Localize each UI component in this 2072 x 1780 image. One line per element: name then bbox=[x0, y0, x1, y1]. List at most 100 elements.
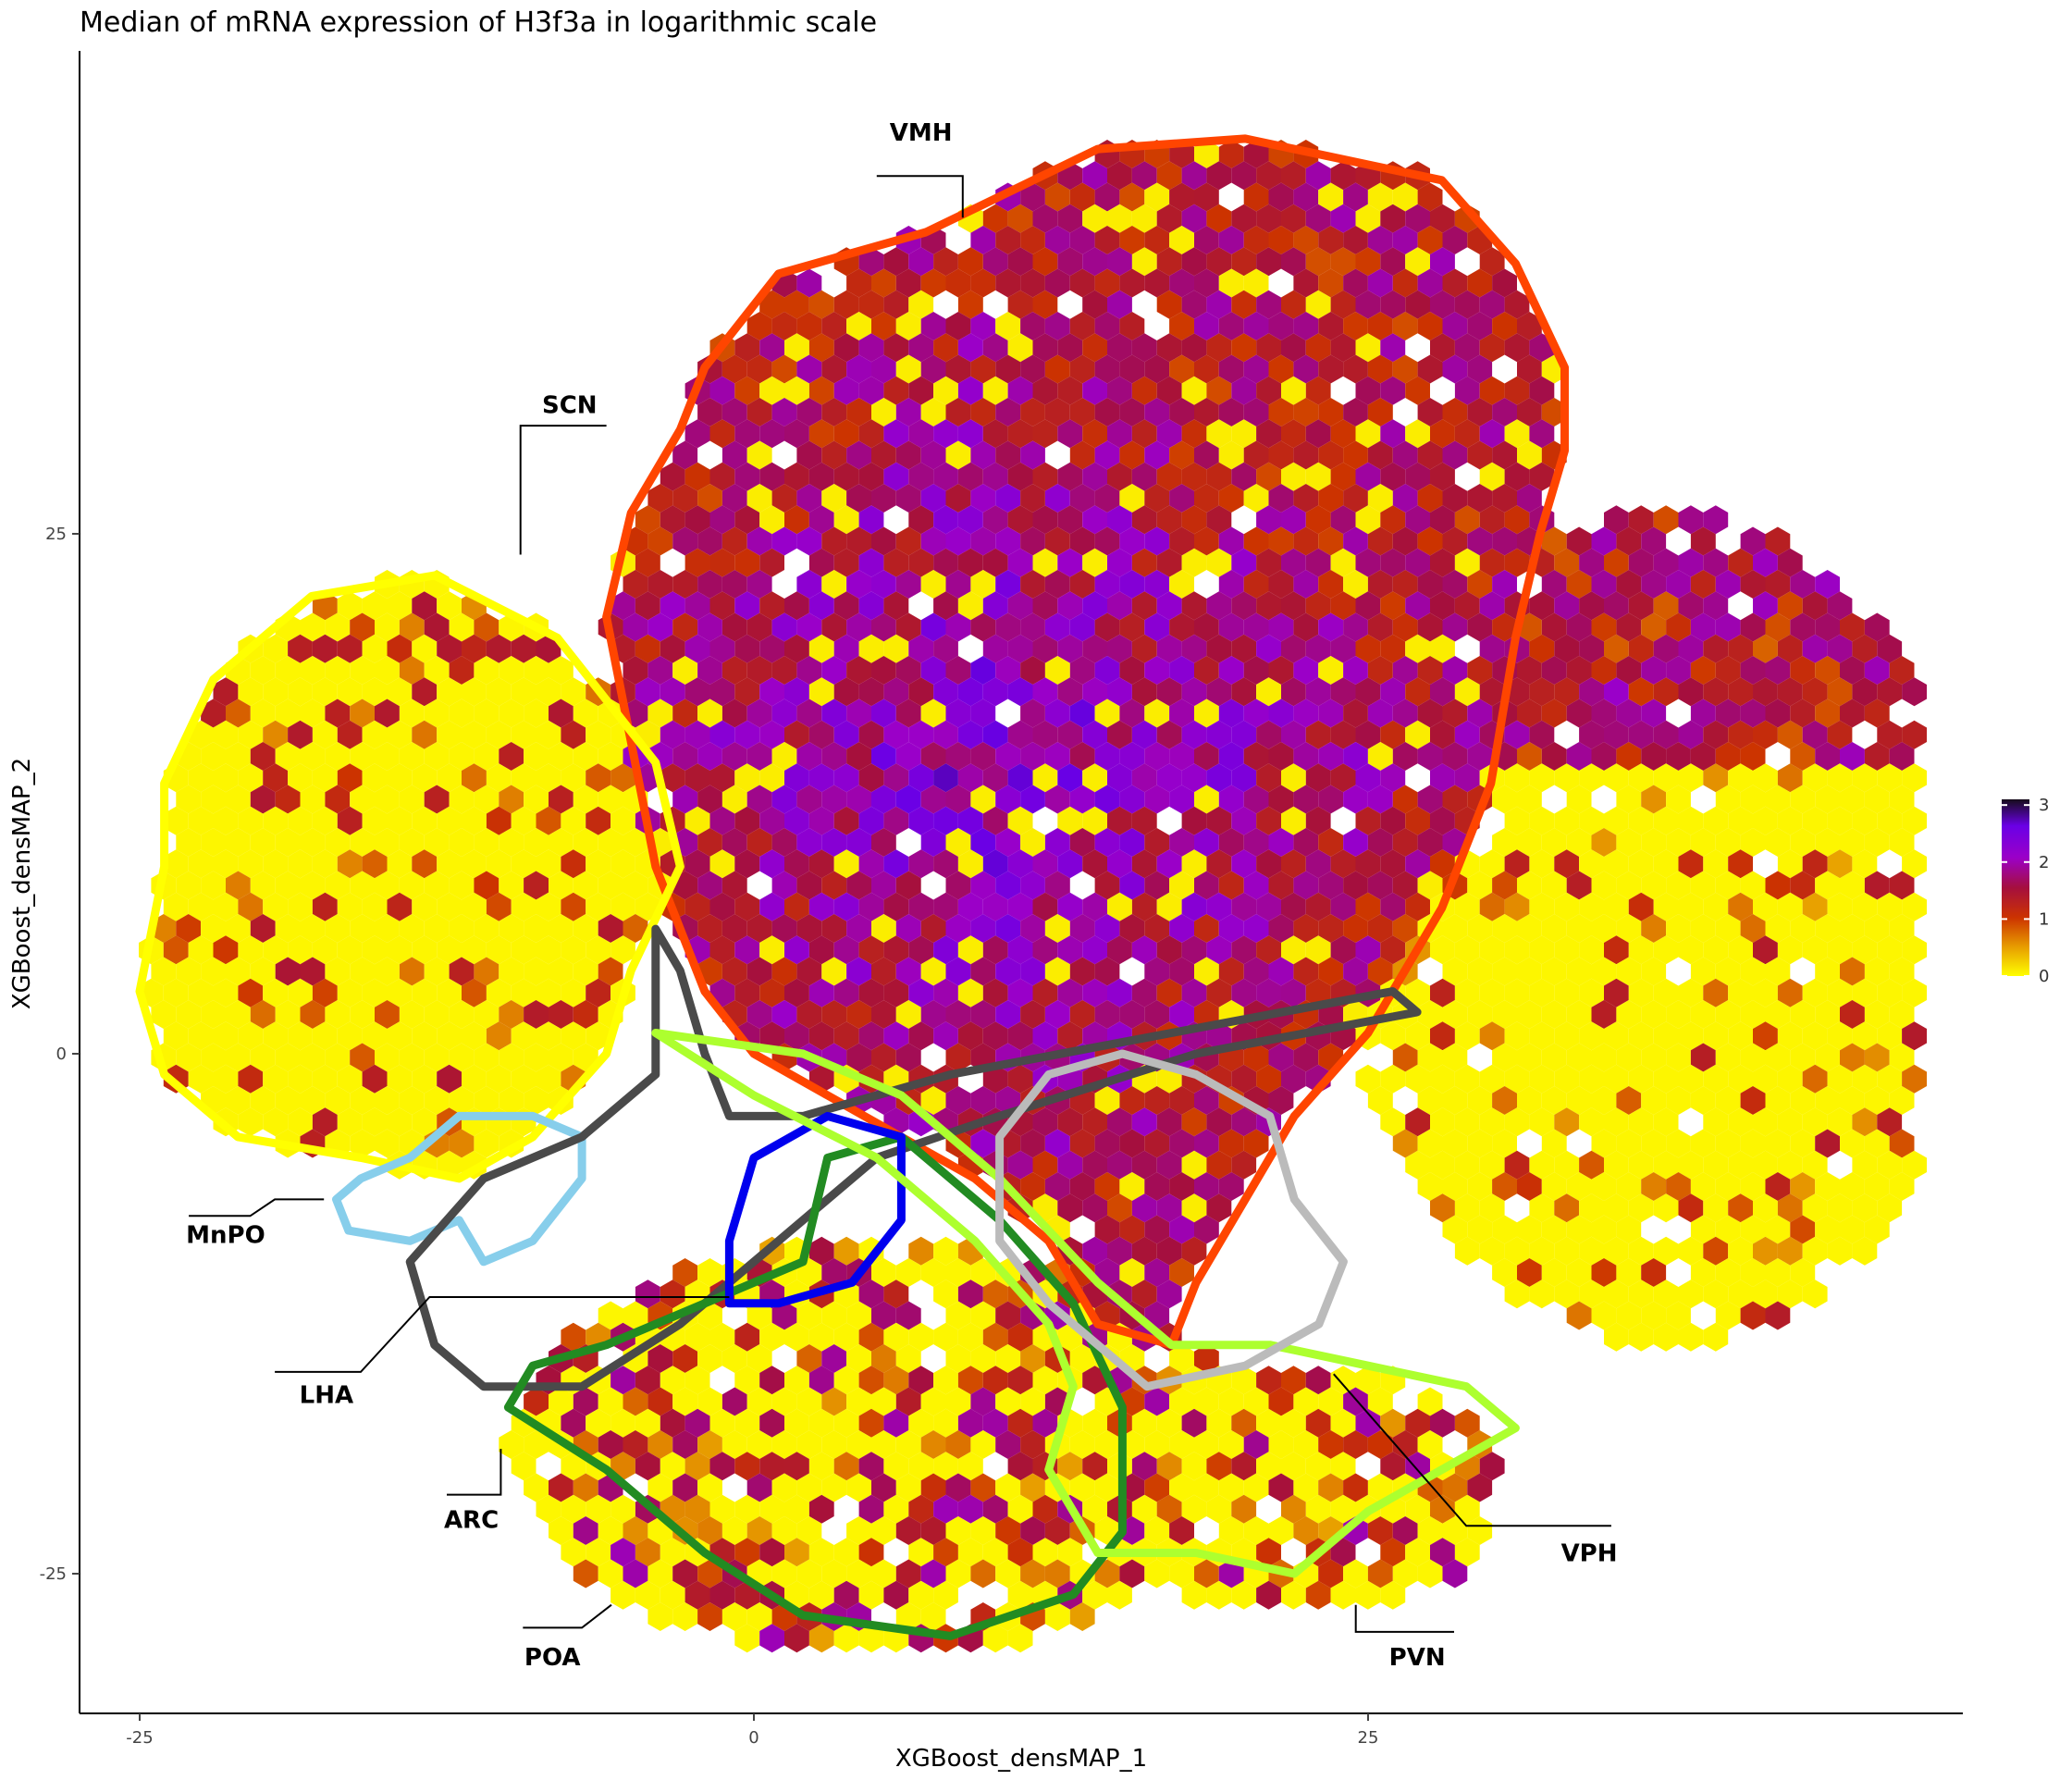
hex-cell bbox=[933, 1366, 958, 1395]
hex-cell bbox=[1777, 806, 1803, 835]
hex-cell bbox=[1715, 1301, 1741, 1330]
hex-cell bbox=[1218, 1559, 1244, 1588]
hex-cell bbox=[995, 312, 1021, 340]
hex-cell bbox=[883, 849, 909, 879]
hex-cell bbox=[201, 871, 226, 900]
hex-cell bbox=[1181, 548, 1207, 577]
hex-cell bbox=[449, 612, 475, 642]
hex-cell bbox=[1156, 720, 1182, 749]
hex-cell bbox=[746, 785, 772, 814]
hex-cell bbox=[598, 1387, 623, 1416]
hex-cell bbox=[883, 462, 909, 491]
hex-cell bbox=[263, 720, 289, 749]
hex-cell bbox=[908, 634, 934, 663]
hex-cell bbox=[734, 419, 760, 449]
hex-cell bbox=[623, 914, 648, 943]
hex-cell bbox=[808, 892, 834, 921]
hex-cell bbox=[1392, 1559, 1418, 1588]
hex-cell bbox=[1467, 268, 1493, 298]
hex-cell bbox=[1840, 828, 1865, 857]
hex-cell bbox=[499, 828, 524, 857]
hex-cell bbox=[1169, 871, 1194, 900]
hex-cell bbox=[1864, 871, 1890, 900]
hex-cell bbox=[1405, 849, 1430, 879]
hex-cell bbox=[1169, 268, 1194, 298]
hex-cell bbox=[623, 828, 648, 857]
hex-cell bbox=[1293, 354, 1319, 384]
hex-cell bbox=[759, 462, 784, 491]
hex-cell bbox=[449, 742, 475, 771]
hex-cell bbox=[1417, 656, 1443, 685]
hex-cell bbox=[697, 1258, 722, 1287]
hex-cell bbox=[1628, 1150, 1654, 1180]
hex-cell bbox=[1268, 570, 1294, 599]
hex-cell bbox=[561, 806, 586, 835]
hex-cell bbox=[995, 742, 1021, 771]
hex-cell bbox=[1690, 828, 1716, 857]
hex-cell bbox=[933, 1322, 958, 1352]
hex-cell bbox=[995, 1430, 1021, 1459]
hex-cell bbox=[1069, 526, 1095, 556]
hex-cell bbox=[586, 1021, 611, 1051]
hex-cell bbox=[1604, 978, 1629, 1007]
hex-cell bbox=[288, 1107, 313, 1137]
hex-cell bbox=[598, 957, 623, 986]
hex-cell bbox=[1715, 612, 1741, 642]
hex-cell bbox=[1181, 333, 1207, 363]
hex-cell bbox=[176, 828, 202, 857]
hex-cell bbox=[1442, 1043, 1468, 1072]
hex-cell bbox=[1566, 957, 1592, 986]
hex-cell bbox=[1541, 1215, 1567, 1244]
hex-cell bbox=[734, 978, 760, 1007]
hex-cell bbox=[1442, 268, 1468, 298]
hex-cell bbox=[1802, 1236, 1828, 1266]
hex-cell bbox=[1218, 226, 1244, 254]
hex-cell bbox=[957, 1408, 983, 1438]
hex-cell bbox=[684, 720, 710, 749]
hex-cell bbox=[1827, 1107, 1853, 1137]
hex-cell bbox=[709, 591, 735, 621]
hex-cell bbox=[1231, 419, 1257, 449]
hex-cell bbox=[1094, 526, 1120, 556]
hex-cell bbox=[833, 1452, 859, 1481]
hex-cell bbox=[648, 1473, 673, 1502]
hex-cell bbox=[499, 1043, 524, 1072]
hex-cell bbox=[1815, 1000, 1840, 1029]
hex-cell bbox=[933, 892, 958, 921]
hex-cell bbox=[1007, 806, 1033, 835]
hex-cell bbox=[1218, 398, 1244, 426]
hex-cell bbox=[858, 1322, 884, 1352]
hex-cell bbox=[1864, 914, 1890, 943]
hex-cell bbox=[437, 1064, 462, 1094]
hex-cell bbox=[1616, 914, 1642, 943]
hex-cell bbox=[883, 290, 909, 319]
hex-cell bbox=[1131, 505, 1157, 535]
hex-cell bbox=[1082, 1408, 1107, 1438]
hex-cell bbox=[1144, 570, 1170, 599]
hex-cell bbox=[1765, 698, 1791, 728]
hex-cell bbox=[1442, 570, 1468, 599]
hex-cell bbox=[1392, 354, 1418, 384]
hex-cell bbox=[1281, 978, 1306, 1007]
hex-cell bbox=[1305, 333, 1331, 363]
hex-cell bbox=[300, 698, 326, 728]
hex-cell bbox=[1206, 505, 1232, 535]
hex-cell bbox=[1268, 354, 1294, 384]
hex-cell bbox=[1107, 1150, 1132, 1180]
hex-cell bbox=[833, 1538, 859, 1567]
hex-cell bbox=[1343, 914, 1368, 943]
hex-cell bbox=[1678, 763, 1704, 793]
hex-cell bbox=[1082, 462, 1107, 491]
hex-cell bbox=[734, 1538, 760, 1567]
hex-cell bbox=[1454, 1150, 1480, 1180]
hex-cell bbox=[213, 720, 239, 749]
hex-cell bbox=[1330, 1452, 1356, 1481]
hex-cell bbox=[375, 871, 400, 900]
hex-cell bbox=[238, 806, 264, 835]
hex-cell bbox=[945, 1344, 971, 1373]
hex-cell bbox=[1082, 806, 1107, 835]
hex-cell bbox=[796, 1516, 822, 1545]
hex-cell bbox=[734, 376, 760, 405]
hex-cell bbox=[536, 935, 561, 965]
hex-cell bbox=[437, 806, 462, 835]
